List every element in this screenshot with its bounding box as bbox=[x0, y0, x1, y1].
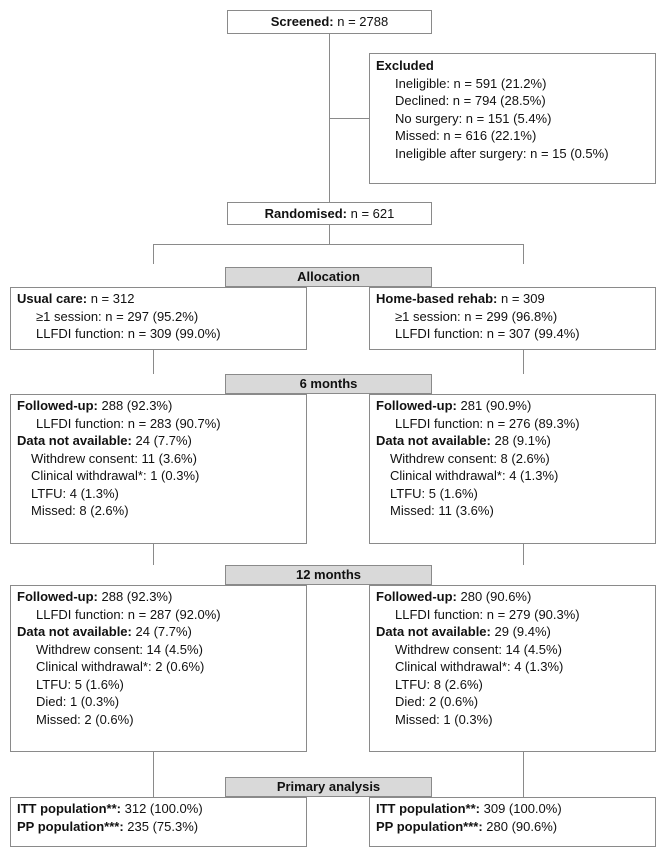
screened-value: n = 2788 bbox=[337, 14, 389, 29]
connector bbox=[153, 751, 154, 797]
connector bbox=[153, 349, 154, 374]
usual-care-arm: Usual care: n = 312 bbox=[17, 291, 135, 306]
home-rehab-primary-box: ITT population**: 309 (100.0%) PP popula… bbox=[369, 797, 656, 847]
home-rehab-allocation-box: Home-based rehab: n = 309 ≥1 session: n … bbox=[369, 287, 656, 350]
connector bbox=[153, 244, 523, 245]
usual-care-12m-item: LTFU: 5 (1.6%) bbox=[36, 676, 124, 692]
connector bbox=[523, 244, 524, 264]
stage-primary-analysis: Primary analysis bbox=[225, 777, 432, 797]
home-rehab-12m-item: Missed: 1 (0.3%) bbox=[395, 711, 493, 727]
usual-care-6m-box: Followed-up: 288 (92.3%) LLFDI function:… bbox=[10, 394, 307, 544]
excluded-box: Excluded Ineligible: n = 591 (21.2%) Dec… bbox=[369, 53, 656, 184]
usual-care-pp: PP population***: 235 (75.3%) bbox=[17, 818, 199, 834]
connector bbox=[523, 349, 524, 374]
usual-care-12m-llfdi: LLFDI function: n = 287 (92.0%) bbox=[36, 606, 221, 622]
home-rehab-12m-item: Withdrew consent: 14 (4.5%) bbox=[395, 641, 562, 657]
excluded-item: Missed: n = 616 (22.1%) bbox=[395, 128, 537, 143]
connector bbox=[329, 224, 330, 244]
connector bbox=[153, 543, 154, 565]
home-rehab-6m-na: Data not available: 28 (9.1%) bbox=[376, 433, 551, 448]
usual-care-6m-na: Data not available: 24 (7.7%) bbox=[17, 433, 192, 448]
usual-care-6m-llfdi: LLFDI function: n = 283 (90.7%) bbox=[36, 415, 221, 431]
home-rehab-arm: Home-based rehab: n = 309 bbox=[376, 291, 545, 306]
home-rehab-6m-item: Withdrew consent: 8 (2.6%) bbox=[390, 450, 550, 466]
excluded-item: Ineligible: n = 591 (21.2%) bbox=[395, 75, 547, 91]
excluded-item: No surgery: n = 151 (5.4%) bbox=[395, 110, 552, 126]
usual-care-session: ≥1 session: n = 297 (95.2%) bbox=[36, 308, 199, 324]
usual-care-12m-item: Clinical withdrawal*: 2 (0.6%) bbox=[36, 659, 205, 674]
home-rehab-session: ≥1 session: n = 299 (96.8%) bbox=[395, 308, 558, 324]
connector bbox=[329, 118, 370, 119]
usual-care-6m-item: LTFU: 4 (1.3%) bbox=[31, 485, 119, 501]
home-rehab-itt: ITT population**: 309 (100.0%) bbox=[376, 801, 562, 816]
usual-care-6m-followed: Followed-up: 288 (92.3%) bbox=[17, 398, 173, 413]
connector bbox=[523, 543, 524, 565]
screened-label: Screened: bbox=[270, 14, 334, 29]
home-rehab-pp: PP population***: 280 (90.6%) bbox=[376, 818, 558, 834]
home-rehab-12m-na: Data not available: 29 (9.4%) bbox=[376, 624, 551, 639]
usual-care-12m-item: Withdrew consent: 14 (4.5%) bbox=[36, 641, 203, 657]
randomised-value: n = 621 bbox=[350, 206, 395, 221]
usual-care-12m-box: Followed-up: 288 (92.3%) LLFDI function:… bbox=[10, 585, 307, 752]
usual-care-llfdi: LLFDI function: n = 309 (99.0%) bbox=[36, 326, 221, 341]
stage-6-months: 6 months bbox=[225, 374, 432, 394]
usual-care-6m-item: Clinical withdrawal*: 1 (0.3%) bbox=[31, 468, 200, 483]
home-rehab-llfdi: LLFDI function: n = 307 (99.4%) bbox=[395, 326, 580, 341]
usual-care-6m-item: Withdrew consent: 11 (3.6%) bbox=[31, 450, 197, 466]
excluded-item: Ineligible after surgery: n = 15 (0.5%) bbox=[395, 145, 609, 161]
randomised-box: Randomised: n = 621 bbox=[227, 202, 432, 225]
usual-care-6m-item: Missed: 8 (2.6%) bbox=[31, 503, 129, 518]
home-rehab-12m-box: Followed-up: 280 (90.6%) LLFDI function:… bbox=[369, 585, 656, 752]
home-rehab-12m-item: Clinical withdrawal*: 4 (1.3%) bbox=[395, 659, 564, 674]
usual-care-12m-item: Missed: 2 (0.6%) bbox=[36, 711, 134, 727]
connector bbox=[523, 751, 524, 797]
usual-care-allocation-box: Usual care: n = 312 ≥1 session: n = 297 … bbox=[10, 287, 307, 350]
home-rehab-6m-item: LTFU: 5 (1.6%) bbox=[390, 485, 478, 501]
home-rehab-6m-box: Followed-up: 281 (90.9%) LLFDI function:… bbox=[369, 394, 656, 544]
randomised-label: Randomised: bbox=[264, 206, 347, 221]
home-rehab-6m-llfdi: LLFDI function: n = 276 (89.3%) bbox=[395, 415, 580, 431]
home-rehab-12m-llfdi: LLFDI function: n = 279 (90.3%) bbox=[395, 606, 580, 622]
home-rehab-6m-item: Clinical withdrawal*: 4 (1.3%) bbox=[390, 468, 559, 483]
home-rehab-6m-followed: Followed-up: 281 (90.9%) bbox=[376, 398, 532, 413]
stage-allocation: Allocation bbox=[225, 267, 432, 287]
usual-care-itt: ITT population**: 312 (100.0%) bbox=[17, 801, 203, 816]
home-rehab-6m-item: Missed: 11 (3.6%) bbox=[390, 503, 494, 518]
usual-care-12m-followed: Followed-up: 288 (92.3%) bbox=[17, 589, 173, 604]
stage-12-months: 12 months bbox=[225, 565, 432, 585]
home-rehab-12m-followed: Followed-up: 280 (90.6%) bbox=[376, 589, 532, 604]
excluded-item: Declined: n = 794 (28.5%) bbox=[395, 93, 546, 108]
usual-care-12m-item: Died: 1 (0.3%) bbox=[36, 694, 120, 709]
home-rehab-12m-item: Died: 2 (0.6%) bbox=[395, 694, 479, 709]
connector bbox=[153, 244, 154, 264]
excluded-title: Excluded bbox=[376, 58, 434, 73]
home-rehab-12m-item: LTFU: 8 (2.6%) bbox=[395, 676, 483, 692]
usual-care-12m-na: Data not available: 24 (7.7%) bbox=[17, 624, 192, 639]
usual-care-primary-box: ITT population**: 312 (100.0%) PP popula… bbox=[10, 797, 307, 847]
screened-box: Screened: n = 2788 bbox=[227, 10, 432, 34]
